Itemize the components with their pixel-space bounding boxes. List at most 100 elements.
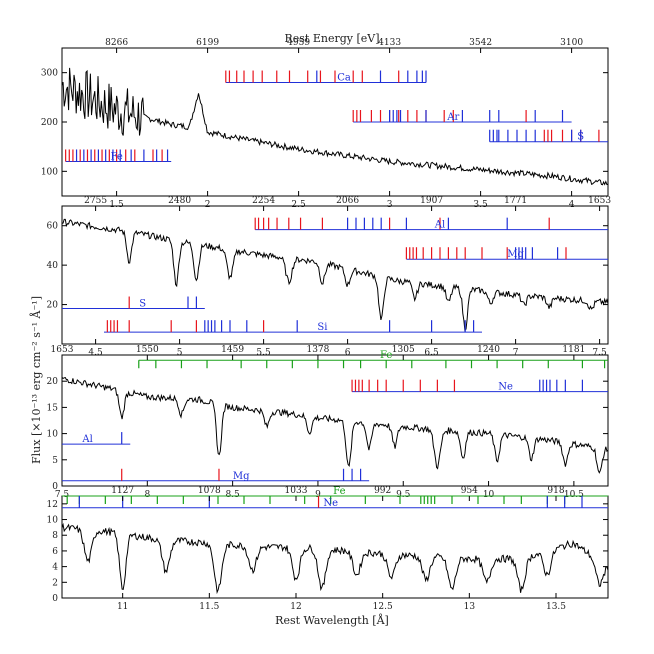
x-tick-label: 6.5 xyxy=(424,348,439,358)
y-tick-label: 5 xyxy=(52,456,58,466)
top-tick-label: 1653 xyxy=(588,196,611,206)
top-tick-label: 1181 xyxy=(562,345,585,355)
top-tick-label: 1378 xyxy=(306,345,329,355)
top-tick-label: 2480 xyxy=(168,196,191,206)
x-tick-label: 7.5 xyxy=(592,348,607,358)
x-tick-label: 4 xyxy=(569,200,575,210)
y-tick-label: 60 xyxy=(47,222,59,232)
y-tick-label: 10 xyxy=(47,516,59,526)
x-tick-label: 9 xyxy=(315,490,321,500)
x-tick-label: 6 xyxy=(345,348,351,358)
line-id-ne: Ne xyxy=(351,379,608,393)
panel-frame xyxy=(61,205,609,345)
panel-1: Ca Ar S Fe 1.5 2 2.5 3 3.5 4 8266 6199 4959 4133 3542 3… xyxy=(41,38,609,210)
top-axis-title: Rest Energy [eV] xyxy=(284,32,379,45)
x-tick-label: 11.5 xyxy=(199,602,219,612)
x-tick-label: 9.5 xyxy=(396,490,411,500)
spectrum-trace xyxy=(61,522,609,595)
line-id-al: Al xyxy=(254,217,608,231)
panel-2: Al Mg S Si 4.5 5 5.5 6 6.5 7 7.5 2755 2480 2254 2066 19… xyxy=(47,196,612,358)
line-id-fe: Fe xyxy=(65,149,172,162)
x-tick-label: 8 xyxy=(144,490,150,500)
x-tick-label: 13.5 xyxy=(546,602,566,612)
x-tick-label: 5.5 xyxy=(256,348,271,358)
top-tick-label: 1305 xyxy=(392,345,415,355)
y-tick-label: 15 xyxy=(47,403,59,413)
line-id-label: Mg xyxy=(507,249,524,260)
spectrum-trace xyxy=(61,218,609,332)
spectrum-trace xyxy=(61,67,609,186)
line-id-s: S xyxy=(489,129,608,143)
x-tick-label: 13 xyxy=(464,602,476,612)
line-id-label: Si xyxy=(317,322,327,333)
y-tick-label: 8 xyxy=(52,531,58,541)
y-tick-label: 300 xyxy=(41,69,58,79)
line-id-label: S xyxy=(139,299,146,310)
top-tick-label: 1907 xyxy=(420,196,443,206)
y-tick-label: 0 xyxy=(52,594,58,604)
x-tick-label: 7 xyxy=(513,348,519,358)
top-tick-label: 3100 xyxy=(560,38,583,48)
bottom-axis-title: Rest Wavelength [Å] xyxy=(275,613,389,627)
line-id-label: Al xyxy=(434,220,445,231)
y-tick-label: 100 xyxy=(41,167,58,177)
x-tick-label: 5 xyxy=(177,348,183,358)
top-tick-label: 992 xyxy=(374,486,391,496)
line-id-label: Fe xyxy=(333,486,345,497)
y-tick-label: 12 xyxy=(47,500,58,510)
top-tick-label: 918 xyxy=(547,486,564,496)
y-tick-label: 10 xyxy=(47,430,59,440)
line-id-label: Mg xyxy=(233,471,250,482)
line-id-ne: Ne xyxy=(62,495,608,509)
x-tick-label: 10.5 xyxy=(564,490,584,500)
line-id-label: S xyxy=(577,132,584,143)
top-tick-label: 1653 xyxy=(51,345,74,355)
line-id-mg: Mg xyxy=(62,468,370,482)
top-tick-label: 4133 xyxy=(378,38,401,48)
line-id-ar: Ar xyxy=(352,110,572,123)
x-tick-label: 11 xyxy=(117,602,128,612)
line-id-label: Al xyxy=(81,434,92,445)
x-tick-label: 4.5 xyxy=(88,348,103,358)
x-tick-label: 2.5 xyxy=(291,200,306,210)
y-axis-title: Flux [×10⁻¹³ erg cm⁻² s⁻¹ Å⁻¹] xyxy=(29,296,43,464)
top-tick-label: 3542 xyxy=(469,38,492,48)
line-id-fe: Fe xyxy=(62,486,608,504)
y-tick-label: 2 xyxy=(52,578,58,588)
y-tick-label: 4 xyxy=(52,563,58,573)
spectrum-trace xyxy=(61,376,609,474)
top-tick-label: 4959 xyxy=(287,38,310,48)
top-tick-label: 1127 xyxy=(111,486,134,496)
line-id-fe: Fe xyxy=(138,350,608,369)
y-tick-label: 40 xyxy=(47,261,59,271)
y-tick-label: 20 xyxy=(47,377,59,387)
x-tick-label: 10 xyxy=(483,490,495,500)
line-id-mg: Mg xyxy=(405,247,608,260)
x-tick-label: 12 xyxy=(290,602,301,612)
x-tick-label: 3.5 xyxy=(473,200,488,210)
top-tick-label: 1033 xyxy=(285,486,308,496)
line-id-label: Ne xyxy=(498,382,513,393)
line-id-label: Ca xyxy=(337,73,351,84)
top-tick-label: 2755 xyxy=(84,196,107,206)
top-tick-label: 1459 xyxy=(221,345,244,355)
y-tick-label: 0 xyxy=(52,482,58,492)
y-tick-label: 6 xyxy=(52,547,58,557)
top-tick-label: 6199 xyxy=(196,38,219,48)
top-tick-label: 1078 xyxy=(198,486,221,496)
top-tick-label: 1771 xyxy=(504,196,527,206)
x-tick-label: 8.5 xyxy=(225,490,240,500)
top-tick-label: 954 xyxy=(461,486,478,496)
line-id-ca: Ca xyxy=(225,70,427,84)
line-id-si: Si xyxy=(104,320,482,333)
top-tick-label: 2254 xyxy=(252,196,275,206)
top-tick-label: 2066 xyxy=(336,196,359,206)
y-tick-label: 20 xyxy=(47,301,59,311)
top-tick-label: 1550 xyxy=(136,345,159,355)
line-id-label: Ne xyxy=(323,498,338,509)
x-tick-label: 3 xyxy=(387,200,393,210)
x-tick-label: 2 xyxy=(205,200,211,210)
